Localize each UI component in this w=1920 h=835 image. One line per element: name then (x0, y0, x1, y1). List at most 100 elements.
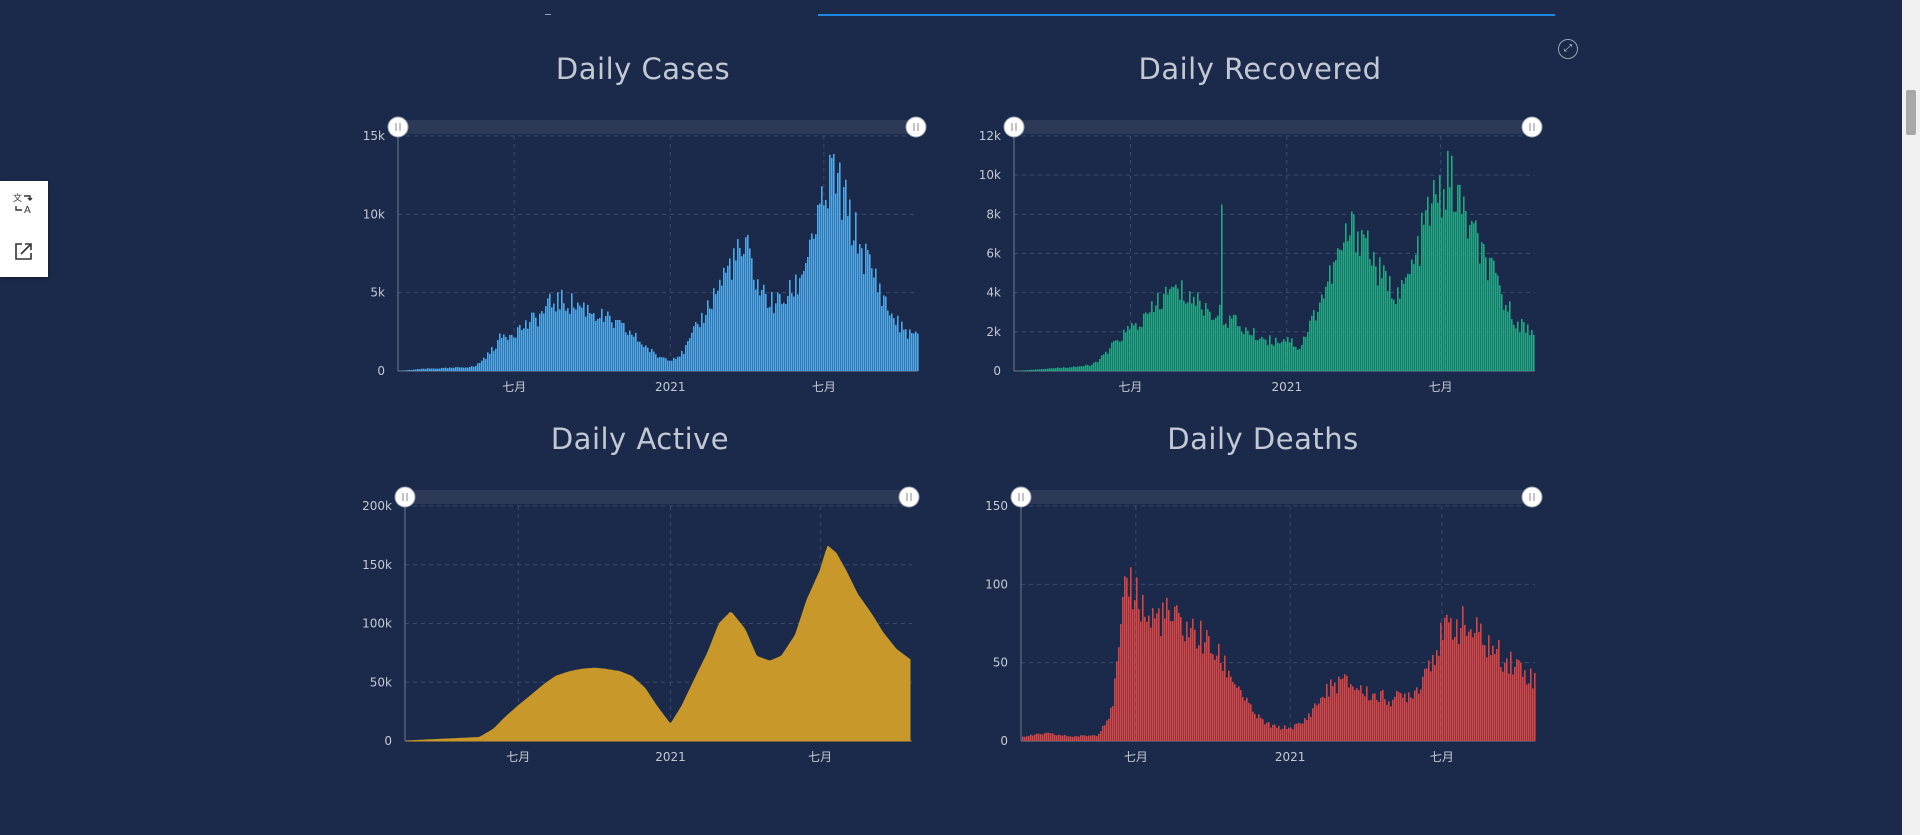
bar-deaths (1280, 729, 1282, 741)
bar-deaths (1270, 727, 1272, 741)
bar-cases (663, 357, 665, 371)
chart-deaths: 0 50 100 150 七月 2021 七月 (985, 486, 1543, 764)
fullscreen-button[interactable]: ⤢ (1558, 39, 1578, 59)
bar-recovered (1151, 301, 1153, 371)
bar-deaths (1068, 736, 1070, 741)
range-slider-end-handle[interactable] (1521, 486, 1543, 508)
bar-recovered (1085, 364, 1087, 371)
bar-cases (827, 208, 829, 371)
bar-recovered (1247, 330, 1249, 371)
y-tick-label: 6k (986, 247, 1001, 261)
bar-recovered (1385, 270, 1387, 371)
bar-recovered (1295, 347, 1297, 371)
bar-deaths (1288, 727, 1290, 741)
bar-cases (605, 316, 607, 371)
range-slider-start-handle[interactable] (387, 116, 409, 138)
bar-recovered (1393, 299, 1395, 371)
bar-cases (873, 277, 875, 371)
bar-recovered (1101, 355, 1103, 371)
bar-cases (757, 279, 759, 371)
y-tick-label: 0 (377, 364, 385, 378)
bar-cases (665, 358, 667, 371)
bar-cases (571, 293, 573, 371)
bar-deaths (1188, 637, 1190, 741)
bar-deaths (1244, 700, 1246, 741)
bar-cases (599, 317, 601, 371)
bar-recovered (1129, 329, 1131, 371)
bar-deaths (1294, 724, 1296, 741)
bar-recovered (1183, 300, 1185, 371)
x-tick-label: 2021 (655, 380, 686, 394)
bar-deaths (1500, 667, 1502, 741)
bar-recovered (1511, 319, 1513, 371)
scrollbar-thumb[interactable] (1906, 90, 1916, 135)
bar-recovered (1089, 365, 1091, 371)
bar-cases (845, 179, 847, 371)
bar-recovered (1137, 329, 1139, 371)
bar-cases (655, 354, 657, 371)
bar-deaths (1096, 736, 1098, 741)
bar-cases (829, 154, 831, 371)
translate-button[interactable]: 文 A (8, 187, 40, 219)
share-button[interactable] (8, 235, 40, 267)
range-slider-start-handle[interactable] (1003, 116, 1025, 138)
bar-recovered (1097, 362, 1099, 371)
bar-cases (521, 329, 523, 371)
bar-deaths (1290, 727, 1292, 741)
bar-deaths (1202, 653, 1204, 741)
bar-recovered (1315, 320, 1317, 371)
bar-deaths (1220, 662, 1222, 741)
bar-cases (507, 339, 509, 371)
bar-recovered (1313, 310, 1315, 371)
bar-cases (891, 313, 893, 371)
bar-deaths (1336, 693, 1338, 741)
bar-deaths (1164, 618, 1166, 741)
bar-recovered (1049, 368, 1051, 371)
bar-recovered (1381, 278, 1383, 371)
y-tick-label: 50k (370, 675, 392, 689)
bar-deaths (1330, 679, 1332, 741)
bar-cases (837, 172, 839, 371)
bar-cases (549, 293, 551, 371)
bar-recovered (1399, 298, 1401, 371)
bar-recovered (1447, 150, 1449, 371)
bar-deaths (1054, 734, 1056, 741)
bar-cases (779, 294, 781, 371)
bar-recovered (1081, 366, 1083, 371)
bar-deaths (1518, 659, 1520, 741)
bar-recovered (1173, 287, 1175, 371)
bar-recovered (1127, 326, 1129, 371)
bar-recovered (1209, 311, 1211, 371)
bar-recovered (1459, 184, 1461, 371)
range-slider-end-handle[interactable] (1521, 116, 1543, 138)
bar-recovered (1519, 332, 1521, 371)
bar-recovered (1187, 302, 1189, 371)
bar-deaths (1364, 696, 1366, 741)
bar-deaths (1260, 717, 1262, 741)
bar-recovered (1449, 187, 1451, 371)
bar-recovered (1037, 369, 1039, 371)
bar-cases (711, 309, 713, 371)
range-slider-start-handle[interactable] (1010, 486, 1032, 508)
bar-recovered (1465, 210, 1467, 371)
range-slider-end-handle[interactable] (905, 116, 927, 138)
bar-deaths (1464, 624, 1466, 741)
bar-cases (809, 239, 811, 371)
tab-marker (545, 14, 551, 15)
bar-recovered (1113, 341, 1115, 371)
bar-deaths (1458, 644, 1460, 741)
x-tick-label: 七月 (502, 380, 526, 394)
bar-recovered (1337, 248, 1339, 371)
y-tick-label: 10k (979, 168, 1001, 182)
bar-cases (573, 307, 575, 371)
range-slider-end-handle[interactable] (898, 486, 920, 508)
bar-deaths (1466, 635, 1468, 741)
bar-recovered (1041, 368, 1043, 371)
range-slider-start-handle[interactable] (394, 486, 416, 508)
bar-cases (795, 274, 797, 371)
page-scrollbar[interactable] (1902, 0, 1920, 835)
bar-deaths (1110, 707, 1112, 741)
bar-deaths (1236, 687, 1238, 741)
bar-deaths (1380, 691, 1382, 741)
bar-deaths (1392, 699, 1394, 741)
